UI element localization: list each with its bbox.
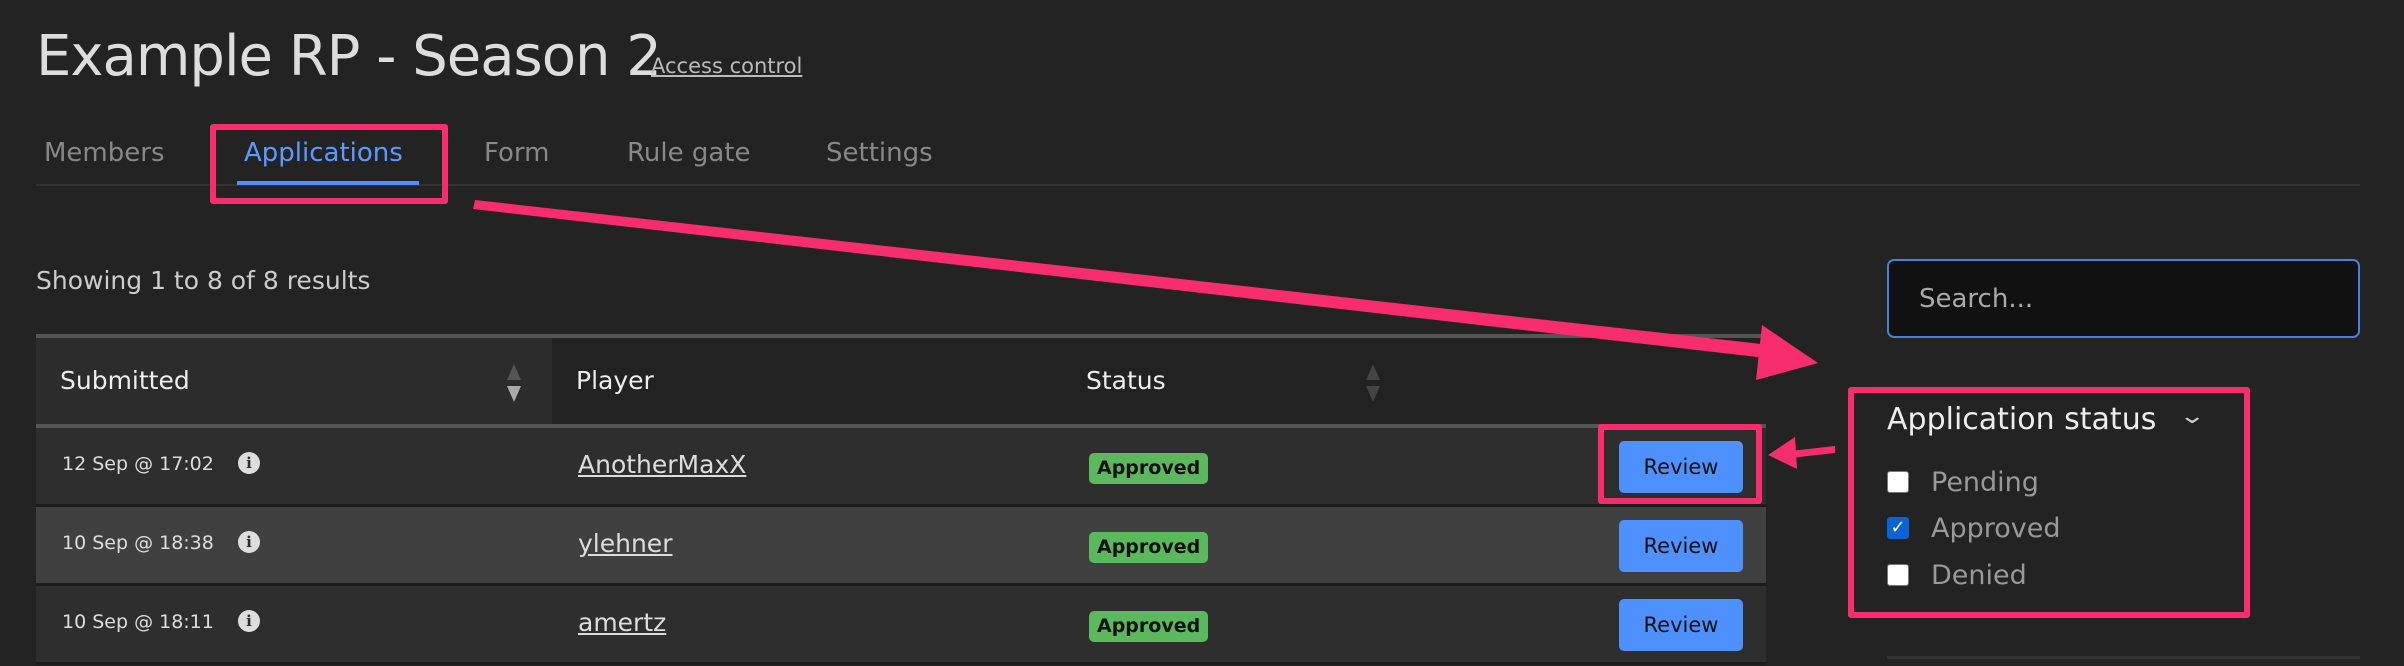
- checkmark-icon[interactable]: ✓: [1887, 517, 1909, 539]
- review-button[interactable]: Review: [1619, 441, 1743, 493]
- annotation-highlight-filter: [1848, 387, 2250, 618]
- filter-title[interactable]: Application status: [1887, 402, 2157, 437]
- tab-form[interactable]: Form: [484, 138, 550, 168]
- column-player: Player: [576, 366, 654, 395]
- sort-arrows-icon[interactable]: [507, 364, 521, 402]
- status-badge: Approved: [1089, 532, 1209, 563]
- option-label: Approved: [1931, 512, 2061, 544]
- tab-rule-gate[interactable]: Rule gate: [627, 138, 751, 168]
- filter-option-pending[interactable]: Pending: [1887, 465, 2039, 499]
- chevron-down-icon[interactable]: ⌄: [2178, 404, 2207, 429]
- column-status[interactable]: Status: [1086, 366, 1166, 395]
- status-badge: Approved: [1089, 611, 1209, 642]
- sort-arrows-icon[interactable]: [1366, 364, 1380, 402]
- filter-option-denied[interactable]: Denied: [1887, 558, 2027, 592]
- player-link[interactable]: ylehner: [578, 529, 673, 558]
- page-title: Example RP - Season 2: [36, 24, 662, 89]
- active-tab-indicator: [237, 181, 419, 185]
- option-label: Denied: [1931, 559, 2027, 591]
- table-header: Submitted Player Status: [36, 334, 1766, 428]
- option-label: Pending: [1931, 466, 2039, 498]
- tab-divider: [36, 184, 2360, 186]
- submitted-date: 12 Sep @ 17:02: [62, 453, 214, 475]
- review-button[interactable]: Review: [1619, 520, 1743, 572]
- table-row: 10 Sep @ 18:38 i ylehner Approved Review: [36, 507, 1766, 586]
- table-row: 12 Sep @ 17:02 i AnotherMaxX Approved Review: [36, 428, 1766, 507]
- submitted-date: 10 Sep @ 18:11: [62, 611, 214, 633]
- info-circle-icon[interactable]: i: [238, 531, 260, 553]
- search-input[interactable]: [1887, 259, 2360, 338]
- results-summary: Showing 1 to 8 of 8 results: [36, 266, 371, 295]
- status-badge: Approved: [1089, 453, 1209, 484]
- column-submitted[interactable]: Submitted: [60, 366, 190, 395]
- applications-table: Submitted Player Status 12 Sep @ 17:02 i A…: [36, 334, 1766, 665]
- sidebar-divider: [1887, 656, 2360, 659]
- player-link[interactable]: AnotherMaxX: [578, 450, 747, 479]
- info-circle-icon[interactable]: i: [238, 452, 260, 474]
- player-link[interactable]: amertz: [578, 608, 667, 637]
- access-control-link[interactable]: Access control: [651, 54, 803, 78]
- review-button[interactable]: Review: [1619, 599, 1743, 651]
- table-row: 10 Sep @ 18:11 i amertz Approved Review: [36, 586, 1766, 665]
- annotation-highlight-tab: [210, 124, 448, 204]
- tab-applications[interactable]: Applications: [244, 138, 403, 168]
- tab-settings[interactable]: Settings: [826, 138, 933, 168]
- submitted-date: 10 Sep @ 18:38: [62, 532, 214, 554]
- annotation-arrow-large: [473, 200, 1818, 380]
- checkbox[interactable]: [1887, 564, 1909, 586]
- checkbox[interactable]: [1887, 471, 1909, 493]
- filter-option-approved[interactable]: ✓ Approved: [1887, 511, 2061, 545]
- annotation-arrow-small: [1768, 437, 1835, 469]
- info-circle-icon[interactable]: i: [238, 610, 260, 632]
- tab-members[interactable]: Members: [44, 138, 165, 168]
- annotation-highlight-review: [1598, 424, 1762, 504]
